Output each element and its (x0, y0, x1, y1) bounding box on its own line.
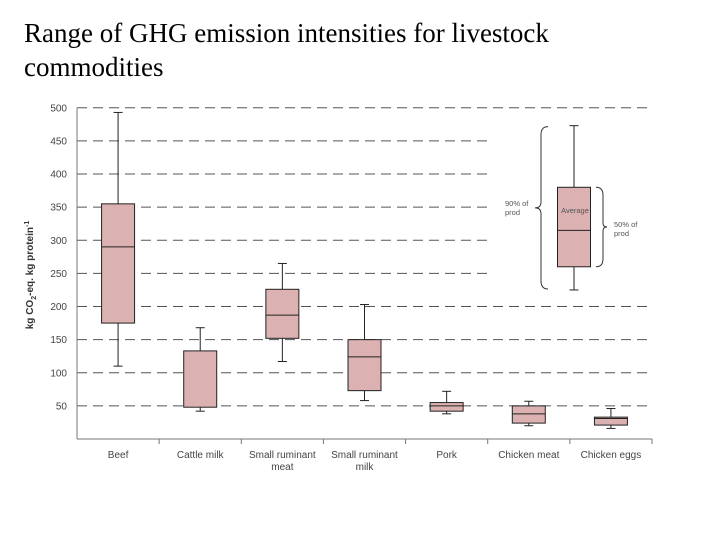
x-category-label: meat (271, 462, 293, 473)
box (183, 350, 218, 408)
legend-label-50: 50% of (614, 220, 638, 229)
box (347, 339, 382, 392)
box (265, 288, 300, 339)
box (101, 203, 136, 324)
box (511, 405, 546, 424)
x-category-label: milk (356, 462, 375, 473)
y-tick-label: 350 (50, 203, 67, 214)
y-tick-label: 400 (50, 170, 67, 181)
slide-title: Range of GHG emission intensities for li… (24, 18, 549, 82)
y-axis-label-superscript: -1 (24, 221, 31, 227)
legend-brace-50 (595, 186, 608, 268)
boxes (101, 111, 628, 429)
box-group (265, 262, 300, 362)
legend-label-average: Average (561, 206, 589, 215)
x-category-label: Small ruminant (331, 450, 398, 461)
y-axis-label-part: -eq. kg protein (25, 227, 36, 296)
y-tick-label: 50 (56, 401, 68, 412)
x-category-label: Cattle milk (177, 450, 225, 461)
y-tick-label: 200 (50, 302, 67, 313)
y-tick-label: 150 (50, 335, 67, 346)
legend-label-50: prod (614, 229, 629, 238)
legend-label-90: prod (505, 208, 520, 217)
y-tick-label: 100 (50, 368, 67, 379)
x-category-label: Pork (436, 450, 458, 461)
box-group (511, 400, 546, 427)
y-tick-label: 250 (50, 269, 67, 280)
axes: 50 100 150 200 250 300 350 400 450 500 Beef Cattle … (50, 103, 653, 473)
x-category-label: Chicken meat (498, 450, 559, 461)
gridlines (77, 107, 652, 407)
y-axis-label: kg CO2-eq. kg protein-1 (24, 221, 38, 330)
box-group (101, 111, 136, 367)
legend-label-90: 90% of (505, 199, 529, 208)
box-group (593, 408, 628, 429)
box (593, 416, 628, 426)
legend-box (557, 186, 591, 268)
x-category-label: Small ruminant (249, 450, 316, 461)
box-group (429, 390, 464, 415)
box-group (183, 327, 218, 412)
y-axis-label-subscript: 2 (31, 296, 38, 300)
y-tick-label: 300 (50, 236, 67, 247)
legend-brace-90 (534, 126, 549, 290)
y-tick-label: 500 (50, 103, 67, 114)
x-category-label: Chicken eggs (581, 450, 642, 461)
y-axis-label-part: kg CO (25, 300, 36, 330)
x-category-label: Beef (108, 450, 129, 461)
box (429, 402, 464, 412)
box-group (347, 304, 382, 402)
y-tick-label: 450 (50, 136, 67, 147)
